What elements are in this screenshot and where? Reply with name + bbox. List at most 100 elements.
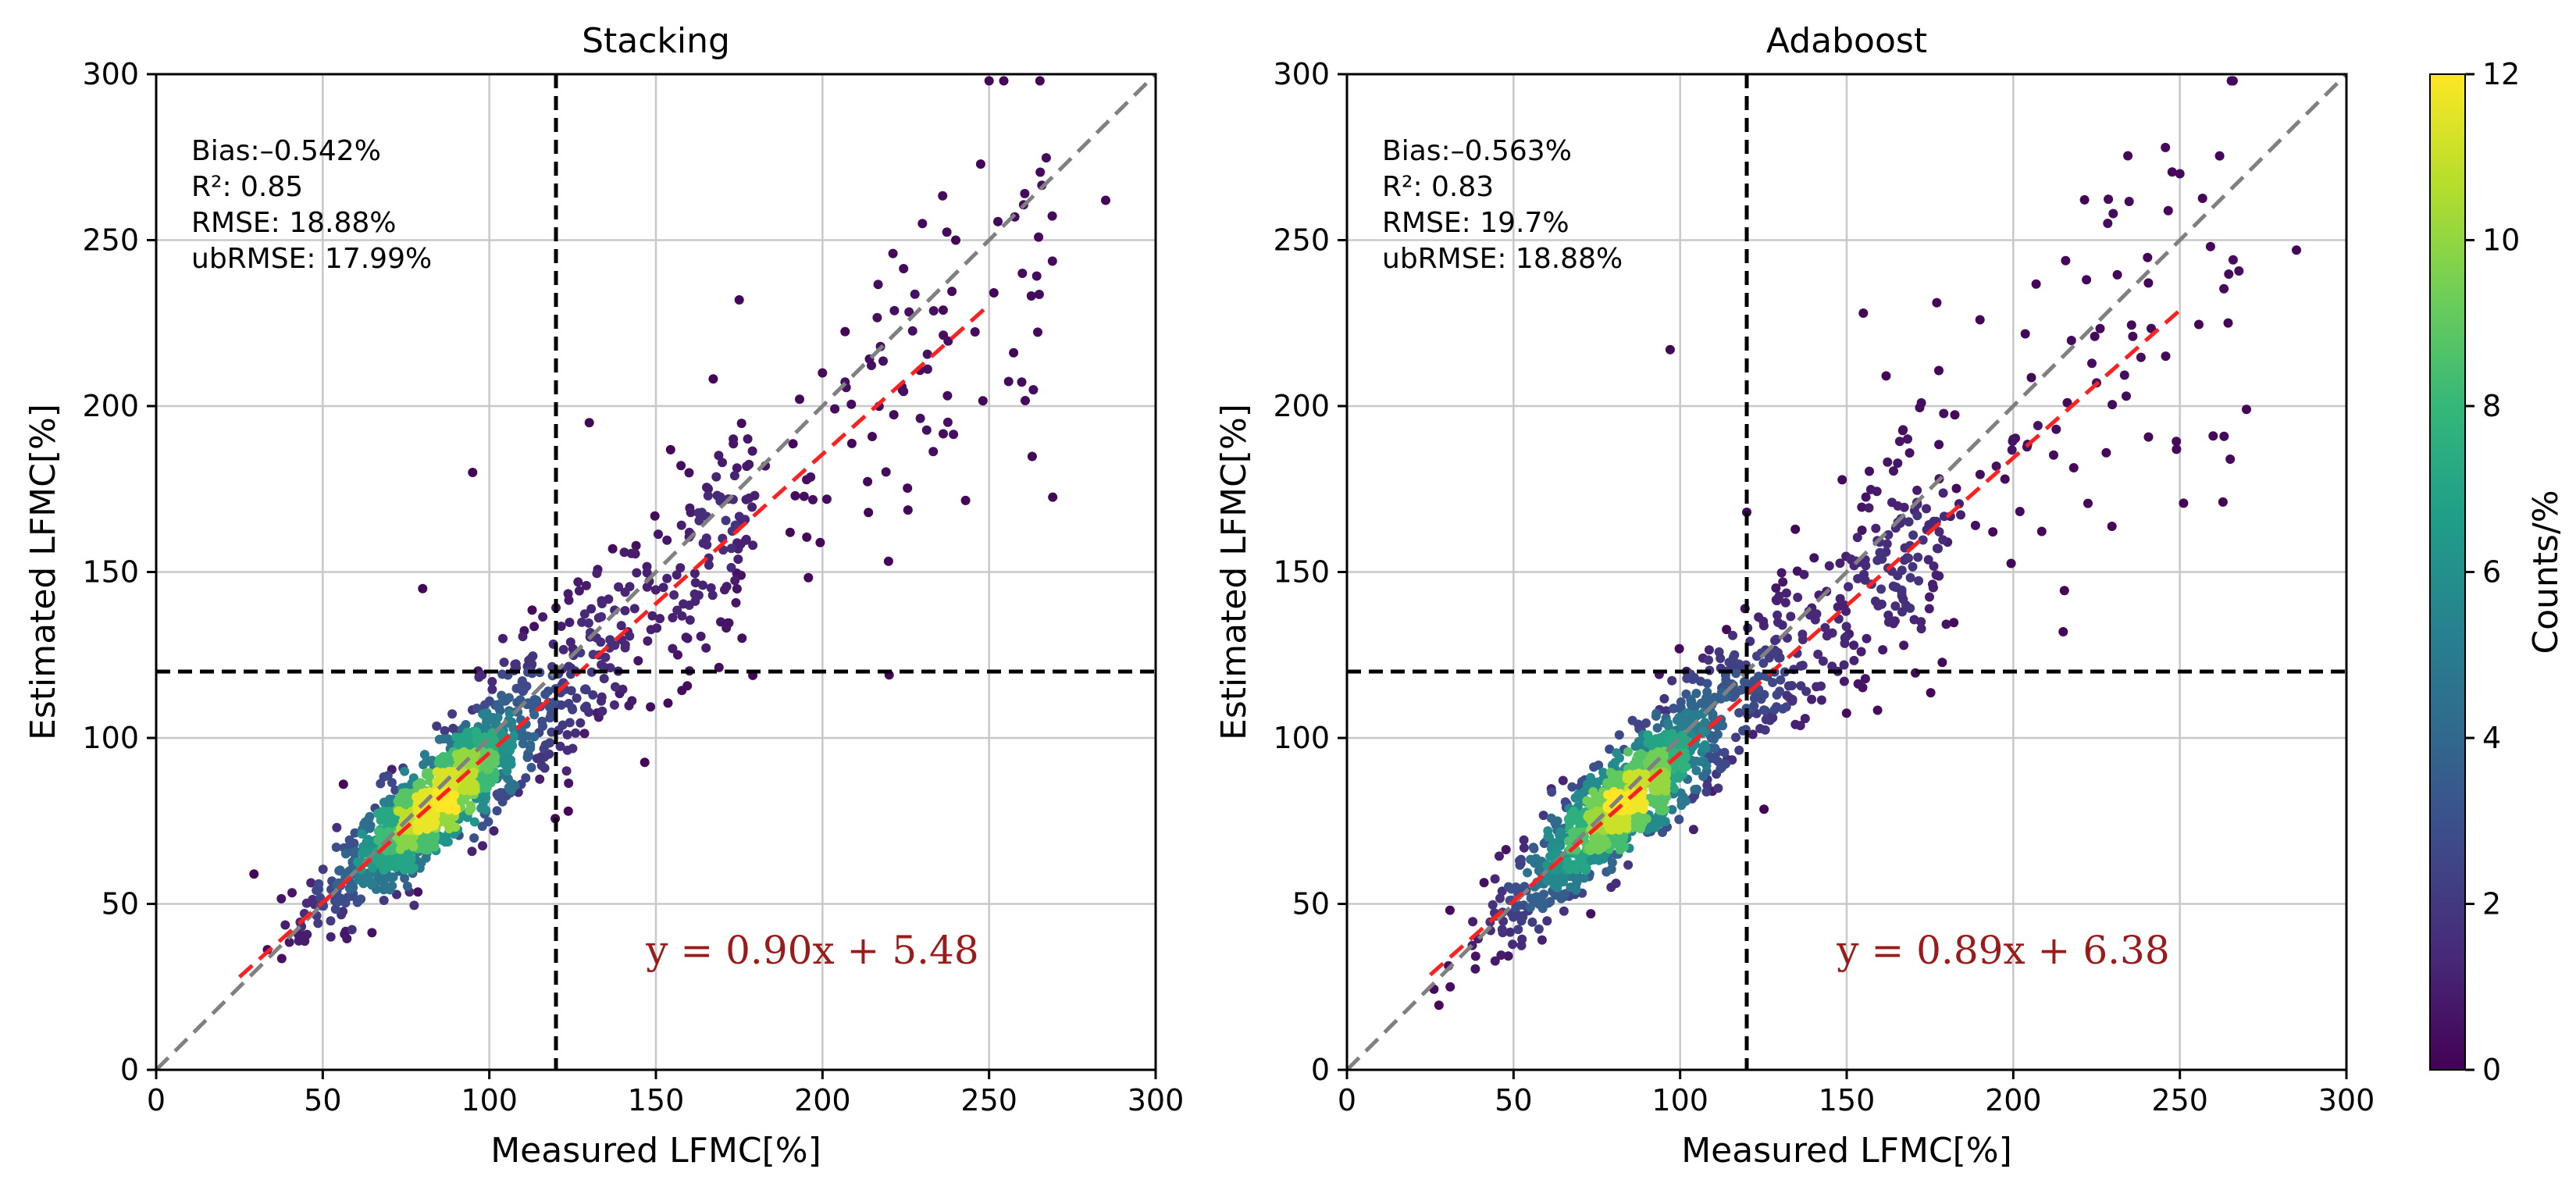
y-tick-label: 0 — [1311, 1053, 1330, 1087]
scatter-point — [1644, 737, 1654, 747]
scatter-point — [1559, 892, 1569, 902]
ubrmse-stat: ubRMSE: 18.88% — [1382, 243, 1623, 275]
scatter-point — [2083, 498, 2093, 508]
scatter-point — [1849, 655, 1859, 665]
scatter-point — [624, 700, 634, 711]
scatter-point — [379, 772, 389, 782]
scatter-point — [1860, 674, 1870, 684]
scatter-point — [562, 729, 572, 740]
scatter-point — [1883, 529, 1894, 540]
scatter-point — [1550, 849, 1560, 859]
scatter-point — [1488, 900, 1498, 910]
scatter-point — [2031, 279, 2041, 289]
x-tick-label: 300 — [2318, 1083, 2375, 1117]
scatter-point — [1816, 695, 1826, 705]
scatter-point — [1674, 814, 1684, 825]
scatter-point — [1559, 877, 1568, 887]
scatter-point — [1857, 502, 1867, 512]
scatter-point — [2095, 323, 2105, 333]
scatter-point — [1827, 628, 1837, 638]
scatter-point — [643, 636, 653, 646]
scatter-point — [1698, 726, 1708, 736]
scatter-point — [564, 661, 574, 672]
scatter-point — [597, 596, 607, 606]
scatter-point — [556, 622, 566, 631]
scatter-point — [942, 417, 953, 427]
scatter-point — [733, 554, 743, 565]
scatter-panel-stacking: 0 50 100 150 200 250 300 0 50 100 150 200 250 300 St… — [23, 21, 1184, 1171]
scatter-point — [1888, 618, 1898, 629]
scatter-point — [1841, 622, 1851, 632]
scatter-point — [1559, 906, 1569, 916]
scatter-point — [2147, 323, 2156, 333]
scatter-point — [646, 702, 656, 712]
scatter-point — [1505, 927, 1515, 937]
scatter-point — [888, 248, 898, 258]
scatter-point — [2006, 558, 2016, 568]
scatter-point — [336, 866, 346, 876]
scatter-point — [975, 159, 985, 169]
scatter-point — [2214, 151, 2225, 161]
scatter-point — [451, 732, 461, 742]
scatter-point — [1914, 576, 1924, 586]
scatter-point — [1586, 909, 1596, 919]
scatter-point — [818, 368, 828, 378]
scatter-point — [1899, 640, 1909, 650]
scatter-point — [626, 548, 636, 558]
scatter-point — [1790, 719, 1801, 729]
one-to-one-line — [156, 74, 1156, 1070]
scatter-point — [1893, 571, 1903, 581]
scatter-point — [2234, 266, 2244, 276]
scatter-point — [1003, 376, 1014, 387]
scatter-point — [903, 505, 913, 515]
scatter-point — [1773, 647, 1783, 658]
scatter-point — [1587, 843, 1596, 854]
scatter-point — [380, 883, 390, 893]
scatter-point — [1581, 865, 1591, 875]
scatter-point — [2218, 497, 2228, 507]
scatter-point — [487, 676, 497, 686]
scatter-point — [352, 897, 362, 907]
scatter-point — [1445, 905, 1455, 915]
scatter-point — [599, 662, 609, 672]
scatter-point — [302, 929, 312, 939]
scatter-point — [563, 589, 573, 599]
scatter-point — [1937, 658, 1947, 668]
scatter-point — [1938, 535, 1948, 545]
scatter-point — [492, 806, 502, 816]
scatter-point — [473, 732, 483, 742]
scatter-point — [1658, 827, 1667, 837]
scatter-point — [1682, 673, 1692, 683]
scatter-point — [1772, 596, 1782, 606]
scatter-point — [338, 907, 348, 917]
scatter-point — [938, 305, 948, 315]
scatter-point — [984, 76, 994, 86]
scatter-point — [726, 562, 736, 572]
scatter-point — [1970, 520, 1980, 530]
scatter-point — [574, 586, 584, 596]
scatter-point — [889, 305, 900, 315]
scatter-point — [2036, 526, 2047, 536]
scatter-point — [1701, 787, 1712, 797]
scatter-point — [897, 385, 907, 395]
scatter-point — [540, 752, 550, 762]
scatter-point — [422, 840, 432, 850]
scatter-point — [545, 738, 555, 748]
scatter-point — [620, 587, 630, 597]
scatter-point — [1853, 679, 1863, 689]
scatter-point — [2167, 167, 2177, 177]
scatter-point — [1680, 709, 1690, 719]
scatter-point — [1719, 747, 1730, 757]
scatter-point — [2000, 474, 2010, 484]
scatter-point — [1771, 583, 1781, 593]
r2-stat: R²: 0.85 — [191, 171, 303, 203]
scatter-point — [1916, 617, 1926, 627]
scatter-point — [563, 806, 573, 816]
scatter-point — [565, 618, 575, 627]
scatter-point — [1956, 510, 1965, 520]
scatter-point — [1975, 469, 1985, 479]
scatter-point — [1543, 832, 1553, 842]
scatter-point — [2008, 434, 2018, 444]
scatter-point — [345, 884, 355, 894]
scatter-point — [736, 419, 746, 429]
